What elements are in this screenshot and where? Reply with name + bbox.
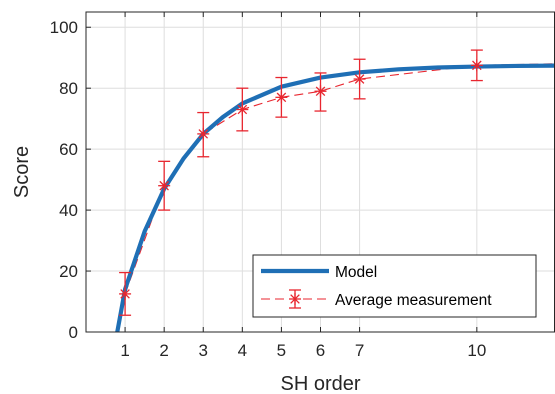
measurement-point	[236, 103, 249, 116]
legend: Model Average measurement	[252, 254, 537, 318]
x-tick-label: 4	[238, 341, 247, 360]
legend-star-marker	[289, 293, 301, 305]
y-tick-label: 60	[59, 140, 78, 159]
marker-stroke	[159, 180, 169, 191]
x-tick-label: 7	[355, 341, 364, 360]
legend-model-label: Model	[335, 264, 377, 281]
x-tick-label: 2	[159, 341, 168, 360]
plot-series	[115, 49, 555, 333]
measurement-point	[197, 127, 210, 140]
marker-stroke	[472, 60, 482, 71]
measurement-point	[119, 287, 132, 300]
x-axis-label: SH order	[280, 373, 360, 394]
marker-stroke	[276, 92, 287, 103]
y-tick-label: 100	[50, 18, 78, 37]
marker-stroke	[315, 86, 326, 97]
x-tick-label: 6	[316, 341, 325, 360]
x-tick-label: 1	[120, 341, 129, 360]
measurement-point	[275, 91, 288, 104]
measurement-point	[470, 59, 483, 72]
y-tick-label: 20	[59, 262, 78, 281]
y-tick-label: 0	[69, 323, 78, 342]
legend-measurement-marker	[289, 289, 301, 309]
marker-stroke	[120, 289, 130, 299]
y-tick-label: 80	[59, 79, 78, 98]
measurement-point	[314, 85, 327, 98]
y-tick-label: 40	[59, 201, 78, 220]
measurement-point	[353, 73, 366, 86]
legend-measurement-label: Average measurement	[335, 292, 492, 309]
marker-stroke	[354, 74, 365, 84]
marker-stroke	[237, 104, 248, 115]
marker-stroke	[290, 294, 300, 304]
measurement-point	[158, 179, 171, 192]
legend-box	[252, 254, 537, 318]
y-axis-label: Score	[11, 146, 33, 198]
x-tick-label: 3	[199, 341, 208, 360]
x-tick-label: 10	[467, 341, 486, 360]
model-line	[115, 63, 555, 333]
marker-stroke	[198, 129, 209, 139]
x-tick-label: 5	[277, 341, 286, 360]
